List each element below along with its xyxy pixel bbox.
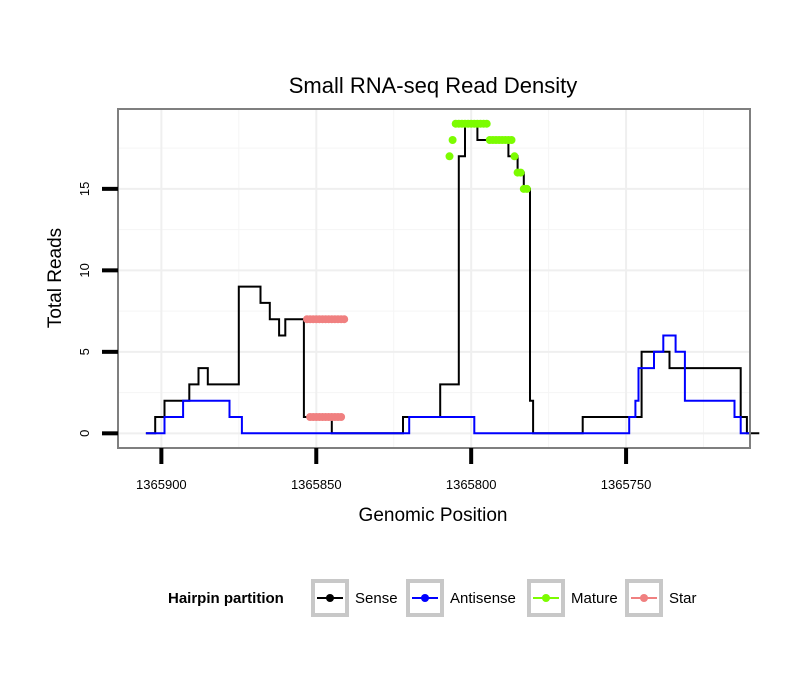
x-axis-label: Genomic Position [359, 505, 508, 526]
axes: 1365900 1365850 1365800 1365750 0 5 10 15 [77, 182, 651, 492]
x-tick-label: 1365800 [446, 477, 497, 492]
legend-key-dot [421, 594, 429, 602]
legend-key-dot [542, 594, 550, 602]
series-line-sense [145, 122, 760, 435]
series-points-mature [445, 119, 531, 193]
legend-item-antisense: Antisense [406, 579, 516, 617]
series-line-antisense [145, 334, 750, 435]
legend-label: Star [669, 590, 697, 607]
data-point-mature [482, 119, 491, 128]
legend-item-sense: Sense [311, 579, 398, 617]
y-tick-label: 0 [77, 430, 92, 437]
y-tick-label: 10 [77, 263, 92, 277]
grid-lines [118, 109, 750, 448]
data-point-mature [522, 184, 531, 193]
y-tick-label: 5 [77, 348, 92, 355]
data-point-mature [445, 152, 454, 161]
data-point-mature [507, 136, 516, 144]
legend-item-mature: Mature [527, 579, 618, 617]
y-tick-label: 15 [77, 182, 92, 196]
data-point-star [337, 413, 346, 421]
data-point-mature [510, 152, 519, 161]
x-tick-label: 1365750 [601, 477, 652, 492]
y-axis-label: Total Reads [45, 228, 66, 328]
legend-title: Hairpin partition [168, 590, 284, 607]
legend-items: Sense Antisense Mature Star [311, 579, 697, 617]
plot-panel-border [117, 108, 751, 449]
legend-item-star: Star [625, 579, 697, 617]
x-tick-label: 1365850 [291, 477, 342, 492]
legend-label: Antisense [450, 590, 516, 607]
legend-key-dot [640, 594, 648, 602]
legend-label: Sense [355, 590, 398, 607]
data-point-star [340, 315, 349, 324]
series-layer [145, 119, 760, 435]
data-point-mature [516, 168, 525, 177]
legend-label: Mature [571, 590, 618, 607]
data-point-mature [448, 136, 457, 144]
legend-key-dot [326, 594, 334, 602]
chart-title: Small RNA-seq Read Density [289, 73, 578, 98]
legend: Hairpin partition Sense Antisense Mature St… [168, 579, 697, 617]
series-points-star [303, 315, 349, 421]
x-tick-label: 1365900 [136, 477, 187, 492]
